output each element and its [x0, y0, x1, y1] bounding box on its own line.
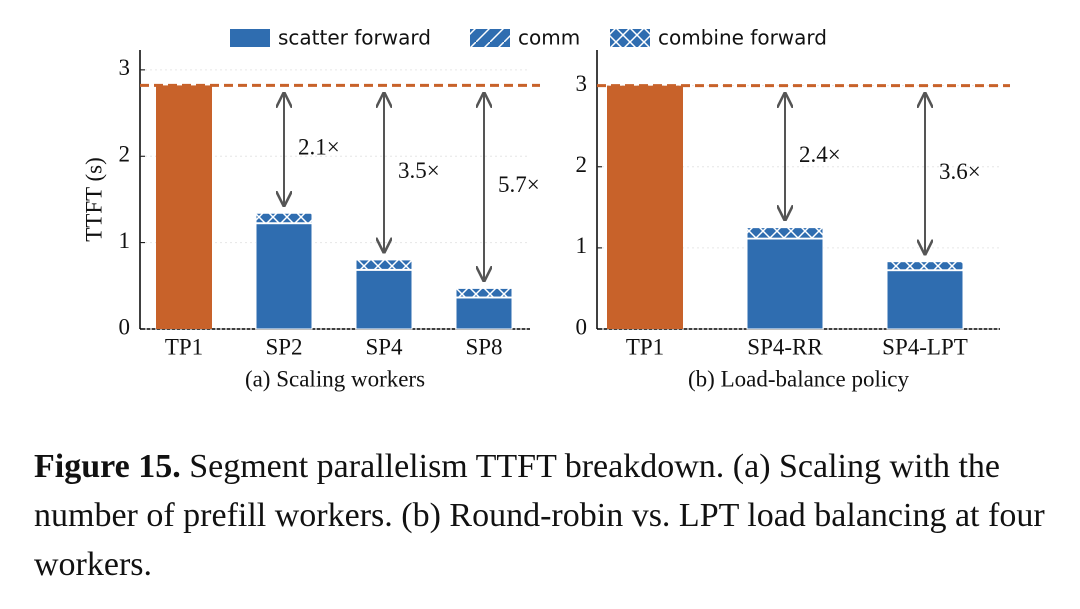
- legend-swatch: [230, 29, 270, 47]
- bar-segment: [455, 297, 513, 330]
- bar-segment: [255, 212, 313, 224]
- baseline-bar: [607, 85, 683, 330]
- caption-label: Figure 15.: [34, 448, 181, 485]
- bar-segment: [746, 238, 824, 330]
- legend-swatch: [610, 29, 650, 47]
- caption: Figure 15. Segment parallelism TTFT brea…: [34, 442, 1054, 589]
- y-tick-label: 2: [576, 152, 588, 177]
- legend-label: comm: [518, 26, 580, 50]
- legend-label: scatter forward: [278, 26, 431, 50]
- y-tick-label: 2: [119, 142, 131, 167]
- subplot-title: (a) Scaling workers: [245, 366, 425, 391]
- bar-segment: [746, 227, 824, 239]
- bar-segment: [255, 223, 313, 330]
- speedup-label: 5.7×: [498, 172, 540, 197]
- baseline-bar: [156, 85, 212, 330]
- speedup-label: 3.6×: [939, 159, 981, 184]
- x-tick-label: SP2: [265, 334, 302, 359]
- y-tick-label: 3: [576, 71, 588, 96]
- bar-segment: [355, 269, 413, 330]
- figure: scatter forward comm combine forward 0 1 2 3 TT…: [81, 26, 1010, 391]
- speedup-label: 2.1×: [298, 135, 340, 160]
- y-tick-label: 0: [576, 314, 588, 339]
- x-tick-label: SP4-LPT: [882, 334, 968, 359]
- legend-label: combine forward: [658, 26, 827, 50]
- bar-segment: [355, 259, 413, 270]
- y-tick-label: 1: [576, 233, 588, 258]
- x-tick-label: SP4-RR: [747, 334, 823, 359]
- bar-segment: [886, 261, 964, 271]
- legend-swatch: [470, 29, 510, 47]
- bar-segment: [455, 287, 513, 298]
- x-tick-label: TP1: [165, 334, 203, 359]
- speedup-label: 2.4×: [799, 142, 841, 167]
- bar-segment: [886, 270, 964, 330]
- y-tick-label: 1: [119, 228, 131, 253]
- caption-text: Segment parallelism TTFT breakdown. (a) …: [34, 448, 1045, 583]
- x-tick-label: SP8: [465, 334, 502, 359]
- y-axis-label: TTFT (s): [81, 157, 106, 242]
- y-tick-label: 0: [119, 314, 131, 339]
- x-tick-label: SP4: [365, 334, 403, 359]
- speedup-label: 3.5×: [398, 158, 440, 183]
- y-tick-label: 3: [119, 55, 131, 80]
- x-tick-label: TP1: [626, 334, 664, 359]
- subplot-title: (b) Load-balance policy: [688, 366, 909, 391]
